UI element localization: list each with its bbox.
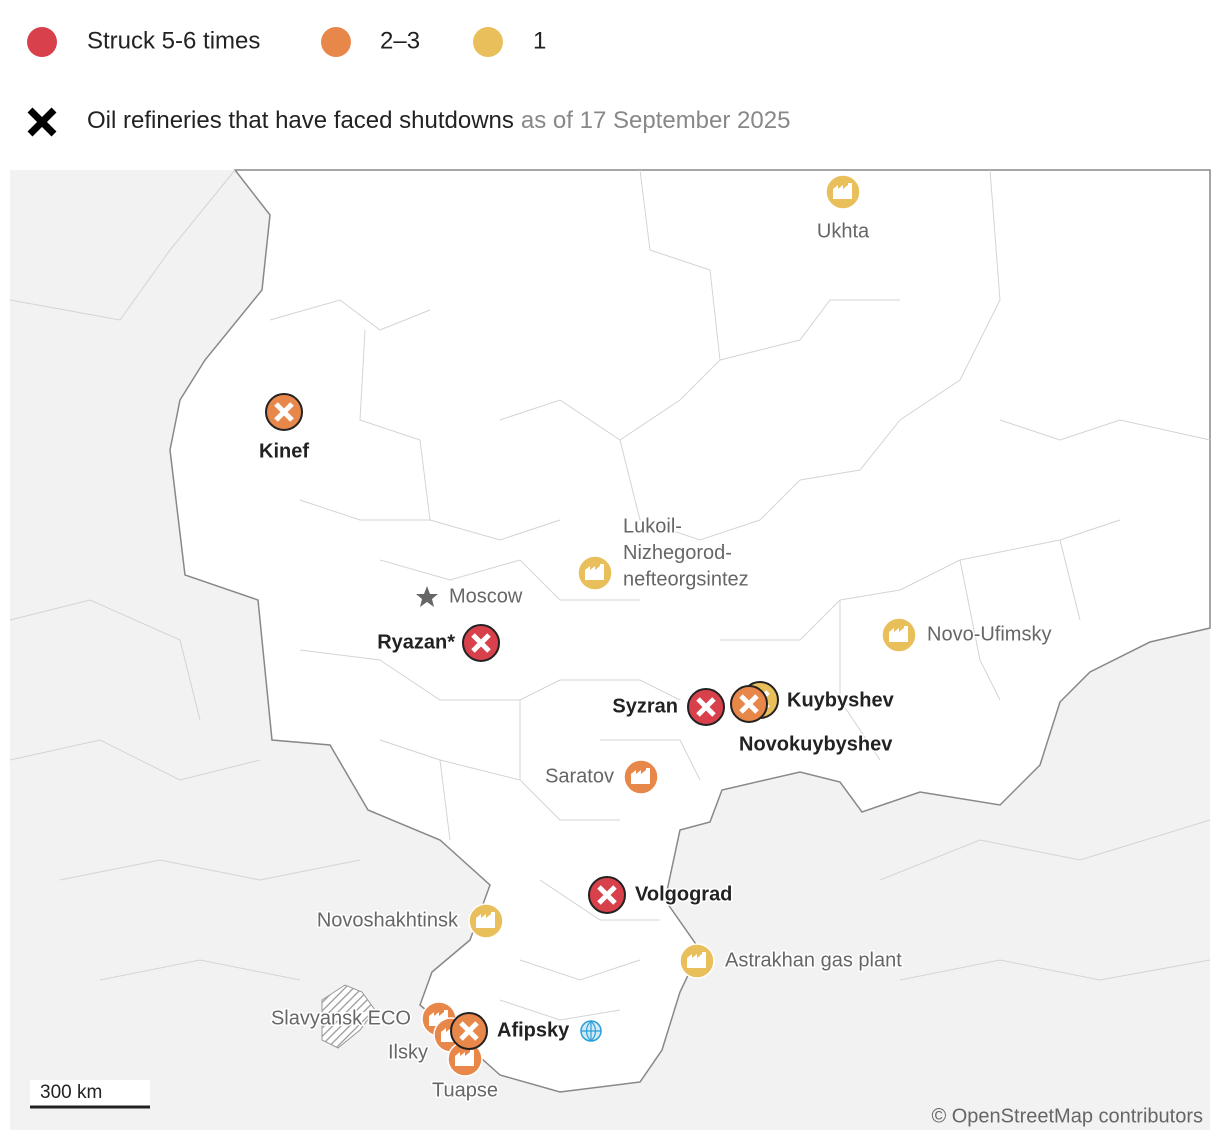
scale-label: 300 km	[40, 1082, 102, 1103]
factory-icon	[889, 626, 908, 642]
place-label: Kuybyshev	[787, 689, 895, 711]
x-icon	[739, 694, 759, 714]
refinery	[447, 1041, 483, 1077]
refinery	[450, 1012, 488, 1050]
legend-swatch	[321, 27, 351, 57]
place-label: Volgograd	[635, 883, 732, 905]
x-icon	[27, 107, 57, 137]
crimea	[321, 984, 376, 1049]
place-label: Novokuybyshev	[739, 733, 893, 755]
place-label: Afipsky	[497, 1019, 570, 1041]
factory-icon	[455, 1050, 474, 1066]
refinery	[577, 555, 613, 591]
place-label: nefteorgsintez	[623, 568, 749, 590]
place-label: Syzran	[612, 695, 678, 717]
factory-icon	[833, 183, 852, 199]
place-label: Ukhta	[817, 220, 870, 242]
place-label: Astrakhan gas plant	[725, 949, 902, 971]
place-label: Novo-Ufimsky	[927, 623, 1051, 645]
x-icon	[597, 885, 617, 905]
legend-swatch	[27, 27, 57, 57]
legend-shutdown: Oil refineries that have faced shutdowns…	[87, 107, 790, 134]
map	[9, 169, 1211, 1130]
place-label: Saratov	[545, 765, 614, 787]
region-borders	[269, 169, 1211, 1021]
refinery	[730, 685, 768, 723]
legend-label: Struck 5-6 times	[87, 27, 260, 54]
credit: © OpenStreetMap contributors	[931, 1105, 1203, 1127]
capital-label: Moscow	[449, 585, 523, 607]
place-label: Ilsky	[388, 1041, 428, 1063]
factory-icon	[631, 768, 650, 784]
factory-icon	[476, 912, 495, 928]
refinery	[825, 174, 861, 210]
factory-icon	[585, 564, 604, 580]
refinery	[623, 759, 659, 795]
refinery	[881, 617, 917, 653]
scale-bar: 300 km	[30, 1080, 150, 1109]
refinery	[468, 903, 504, 939]
russia	[169, 169, 1211, 1093]
x-icon	[471, 633, 491, 653]
scale-bg	[30, 1080, 150, 1108]
place-label: Ryazan*	[377, 631, 455, 653]
globe-lines	[581, 1020, 601, 1042]
place-label: Tuapse	[432, 1079, 498, 1101]
legend: Struck 5-6 times 2–3 1 Oil refineries that …	[27, 27, 790, 137]
markers: Moscow Ukhta Kinef Lukoil- Nizhegorod-nefteo…	[258, 174, 1053, 1103]
legend-label: 2–3	[380, 27, 420, 54]
legend-shutdown-label: Oil refineries that have faced shutdowns	[87, 107, 514, 134]
neighbour-borders	[9, 169, 1211, 981]
x-icon	[274, 402, 294, 422]
refinery	[679, 943, 715, 979]
place-label: Novoshakhtinsk	[317, 909, 459, 931]
legend-shutdown-date: as of 17 September 2025	[521, 107, 791, 134]
x-icon	[696, 697, 716, 717]
factory-icon	[687, 952, 706, 968]
refinery	[265, 393, 303, 431]
place-label: Nizhegorod-	[623, 542, 732, 564]
place-label: Kinef	[259, 440, 309, 462]
capital-star	[416, 586, 438, 607]
legend-swatch	[473, 27, 503, 57]
globe-icon	[580, 1020, 602, 1042]
refinery	[687, 688, 725, 726]
refinery	[588, 876, 626, 914]
legend-label: 1	[533, 27, 546, 54]
place-label: Slavyansk ECO	[271, 1007, 411, 1029]
place-label: Lukoil-	[623, 515, 682, 537]
refinery	[462, 624, 500, 662]
x-icon	[459, 1021, 479, 1041]
